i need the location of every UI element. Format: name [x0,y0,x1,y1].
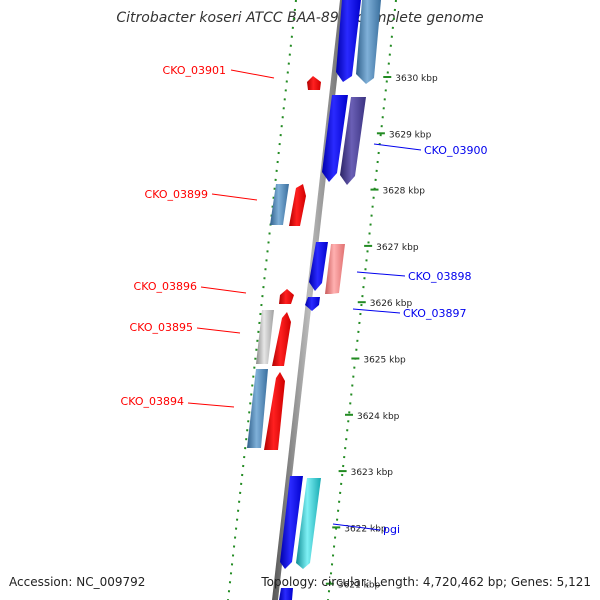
connector-cko-03897 [352,308,401,314]
gene-top-steel [356,0,381,84]
gene-cko-03896 [279,289,294,304]
inner-dotted-ring [227,0,297,600]
tick-label: 3626 kbp [370,299,413,309]
gene-cko-03901 [307,76,321,90]
tick-label: 3621 kbp [338,581,381,591]
tick-label: 3625 kbp [363,356,406,366]
label-cko-03897[interactable]: CKO_03897 [403,307,466,320]
gene-cko-03898-left [309,242,328,291]
gene-cko-03899-left [270,184,289,225]
tick-label: 3629 kbp [389,130,432,140]
label-pgi[interactable]: pgi [383,523,400,536]
label-cko-03894[interactable]: CKO_03894 [121,395,184,408]
gene-cko-03895 [272,312,291,366]
connector-pgi [332,523,381,531]
map-title: Citrobacter koseri ATCC BAA-895, complet… [116,10,484,26]
tick-label: 3623 kbp [351,468,394,478]
gene-cko-03899 [289,184,306,226]
connector-cko-03895 [196,327,241,334]
connector-cko-03898 [356,271,406,277]
gene-cko-03894 [264,372,285,450]
gene-pgi [296,478,321,569]
gene-cko-03898 [325,244,345,294]
gene-cko-03895-left [256,310,274,364]
topology-summary: Topology: circular; Length: 4,720,462 bp… [261,575,591,589]
label-cko-03899[interactable]: CKO_03899 [145,188,208,201]
label-cko-03895[interactable]: CKO_03895 [130,321,193,334]
gene-bottom-blue [279,588,293,600]
tick-label: 3627 kbp [376,243,419,253]
tick-label: 3624 kbp [357,412,400,422]
tick-label: 3628 kbp [383,187,426,197]
connector-cko-03894 [187,402,235,408]
label-cko-03900[interactable]: CKO_03900 [424,144,487,157]
label-cko-03898[interactable]: CKO_03898 [408,270,471,283]
gene-cko-03900-left [322,95,348,182]
position-ticks: 3630 kbp 3629 kbp 3628 kbp 3627 kbp 3626 kbp… [325,74,438,591]
tick-label: 3630 kbp [395,74,438,84]
gene-cko-03894-left [247,369,268,448]
gene-top-blue [336,0,361,82]
connector-cko-03899 [211,193,258,201]
gene-cko-03900 [340,97,366,185]
accession-text: Accession: NC_009792 [9,575,146,589]
gene-pgi-left [280,476,303,569]
tick-label: 3622 kbp [344,524,387,534]
connector-cko-03896 [200,286,247,294]
label-cko-03896[interactable]: CKO_03896 [134,280,197,293]
connector-cko-03901 [230,69,275,79]
outer-dotted-ring [327,0,397,600]
label-cko-03901[interactable]: CKO_03901 [163,64,226,77]
gene-cko-03897 [305,297,320,311]
connector-cko-03900 [373,143,422,151]
